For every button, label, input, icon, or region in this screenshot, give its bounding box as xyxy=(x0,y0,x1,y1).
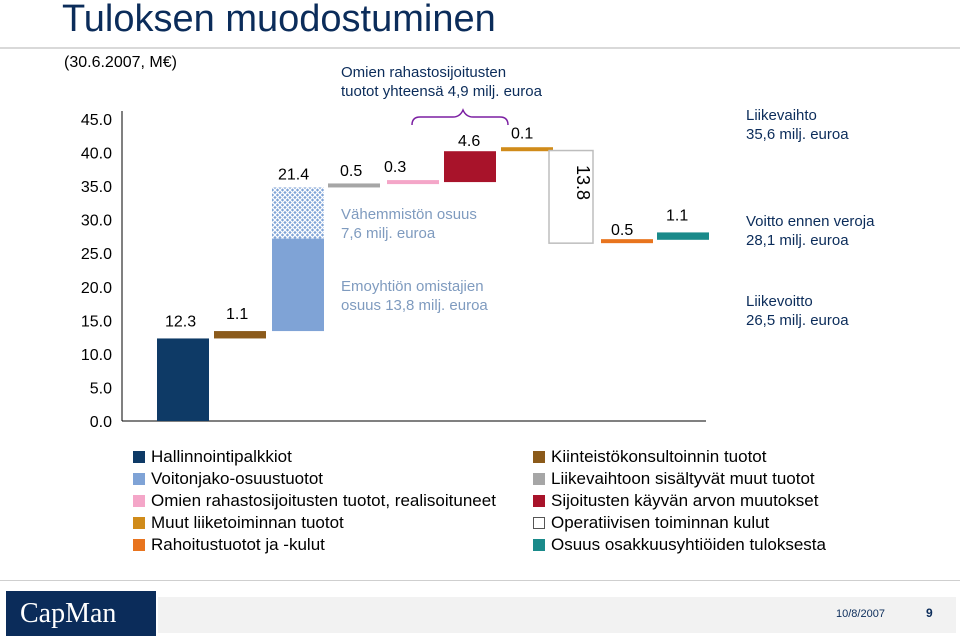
legend-swatch xyxy=(533,517,545,529)
legend-item: Operatiivisen toiminnan kulut xyxy=(533,512,826,534)
operating-profit-label: Liikevoitto xyxy=(746,293,813,310)
bar-value-label: 0.5 xyxy=(340,163,362,180)
bar xyxy=(272,238,324,332)
operating-profit-label: 26,5 milj. euroa xyxy=(746,312,849,329)
chart-subtitle: (30.6.2007, M€) xyxy=(64,54,177,71)
legend-label: Hallinnointipalkkiot xyxy=(151,447,292,466)
bar xyxy=(601,239,653,244)
footer-date: 10/8/2007 xyxy=(836,608,885,620)
minority-share-label: Vähemmistön osuus xyxy=(341,206,477,223)
legend-label: Kiinteistökonsultoinnin tuotot xyxy=(551,447,767,466)
bar-value-label: 13.8 xyxy=(573,165,593,200)
bar xyxy=(444,151,496,183)
pretax-profit-label: Voitto ennen veroja xyxy=(746,213,875,230)
bar xyxy=(657,232,709,240)
legend-item: Voitonjako-osuustuotot xyxy=(133,468,496,490)
bar xyxy=(387,180,439,185)
bar xyxy=(548,149,594,244)
capman-logo: CapMan xyxy=(6,591,156,636)
title-divider xyxy=(0,47,960,49)
y-tick-label: 25.0 xyxy=(81,246,112,263)
legend-label: Omien rahastosijoitusten tuotot, realiso… xyxy=(151,491,496,510)
legend-item: Muut liiketoiminnan tuotot xyxy=(133,512,496,534)
legend-swatch xyxy=(133,539,145,551)
legend-item: Liikevaihtoon sisältyvät muut tuotot xyxy=(533,468,826,490)
page-number: 9 xyxy=(926,606,933,620)
legend-label: Muut liiketoiminnan tuotot xyxy=(151,513,344,532)
parent-share-label: osuus 13,8 milj. euroa xyxy=(341,297,488,314)
bar-value-label: 1.1 xyxy=(666,207,688,224)
bar-hatched-segment xyxy=(272,187,324,239)
y-tick-label: 10.0 xyxy=(81,347,112,364)
y-tick-label: 0.0 xyxy=(90,414,112,431)
bar-labels: 12.3 1.1 21.4 0.5 0.3 4.6 0.1 13.8 0.5 1.1 xyxy=(165,126,688,331)
y-tick-label: 15.0 xyxy=(81,313,112,330)
legend-item: Kiinteistökonsultoinnin tuotot xyxy=(533,446,826,468)
legend-right: Kiinteistökonsultoinnin tuotot Liikevaiht… xyxy=(533,446,826,556)
revenue-label: Liikevaihto xyxy=(746,107,817,124)
y-tick-label: 30.0 xyxy=(81,213,112,230)
bar-value-label: 0.1 xyxy=(511,126,533,143)
legend-swatch xyxy=(533,495,545,507)
bar-value-label: 0.5 xyxy=(611,222,633,239)
legend-label: Osuus osakkuusyhtiöiden tuloksesta xyxy=(551,535,826,554)
bar-value-label: 12.3 xyxy=(165,313,196,330)
legend-label: Sijoitusten käyvän arvon muutokset xyxy=(551,491,819,510)
pretax-profit-label: 28,1 milj. euroa xyxy=(746,232,849,249)
legend-swatch xyxy=(133,473,145,485)
legend-swatch xyxy=(533,539,545,551)
bar xyxy=(501,147,553,152)
legend-label: Liikevaihtoon sisältyvät muut tuotot xyxy=(551,469,815,488)
legend-swatch xyxy=(533,473,545,485)
footer-band xyxy=(158,597,956,633)
y-tick-label: 40.0 xyxy=(81,146,112,163)
bar-value-label: 4.6 xyxy=(458,133,480,150)
y-tick-label: 35.0 xyxy=(81,179,112,196)
page-title: Tuloksen muodostuminen xyxy=(62,0,496,40)
parent-share-label: Emoyhtiön omistajien xyxy=(341,278,484,295)
bar-value-label: 21.4 xyxy=(278,166,309,183)
legend-item: Sijoitusten käyvän arvon muutokset xyxy=(533,490,826,512)
bar xyxy=(214,331,266,339)
bar xyxy=(157,338,209,421)
y-axis: 0.0 5.0 10.0 15.0 20.0 25.0 30.0 35.0 40.0 45.0 xyxy=(81,111,706,431)
annotations: Omien rahastosijoitusten tuotot yhteensä … xyxy=(341,64,875,329)
footer-divider xyxy=(0,580,960,581)
revenue-label: 35,6 milj. euroa xyxy=(746,126,849,143)
legend-label: Operatiivisen toiminnan kulut xyxy=(551,513,770,532)
legend-item: Hallinnointipalkkiot xyxy=(133,446,496,468)
y-tick-label: 5.0 xyxy=(90,380,112,397)
legend-left: Hallinnointipalkkiot Voitonjako-osuustuot… xyxy=(133,446,496,556)
y-tick-label: 45.0 xyxy=(81,112,112,129)
legend-item: Osuus osakkuusyhtiöiden tuloksesta xyxy=(533,534,826,556)
brace-bracket xyxy=(411,108,509,126)
brace-label: Omien rahastosijoitusten xyxy=(341,64,506,81)
bars xyxy=(157,147,709,421)
legend-swatch xyxy=(133,495,145,507)
legend-swatch xyxy=(133,517,145,529)
legend-item: Omien rahastosijoitusten tuotot, realiso… xyxy=(133,490,496,512)
minority-share-label: 7,6 milj. euroa xyxy=(341,225,436,242)
bar-value-label: 1.1 xyxy=(226,306,248,323)
legend-label: Rahoitustuotot ja -kulut xyxy=(151,535,325,554)
legend-swatch xyxy=(533,451,545,463)
bar xyxy=(328,183,380,188)
y-tick-label: 20.0 xyxy=(81,280,112,297)
brace-label: tuotot yhteensä 4,9 milj. euroa xyxy=(341,83,543,100)
bar-value-label: 0.3 xyxy=(384,159,406,176)
legend-swatch xyxy=(133,451,145,463)
legend-label: Voitonjako-osuustuotot xyxy=(151,469,324,488)
legend-item: Rahoitustuotot ja -kulut xyxy=(133,534,496,556)
